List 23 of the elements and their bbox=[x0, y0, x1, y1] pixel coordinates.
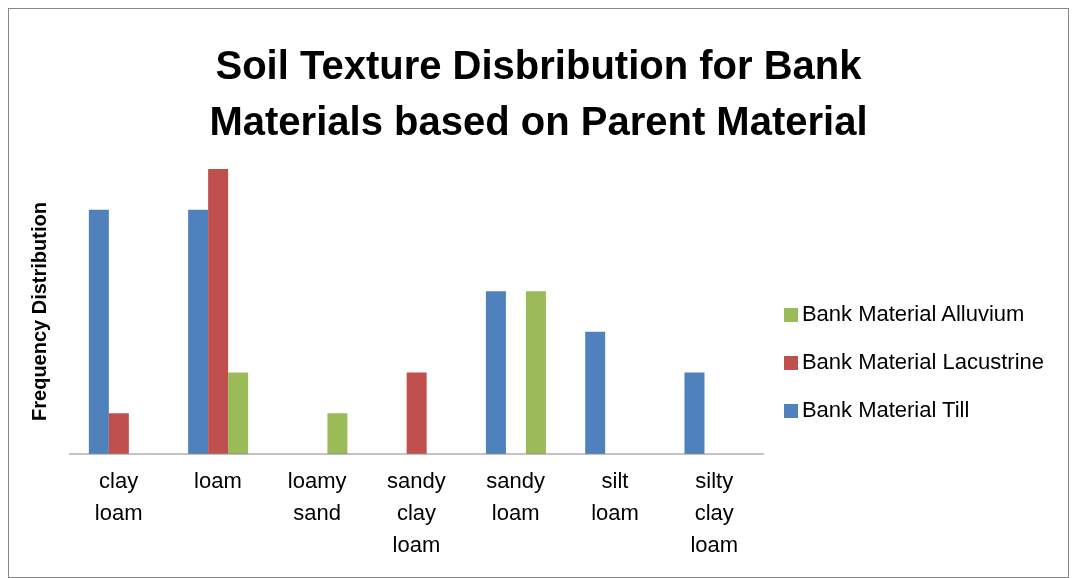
bar bbox=[88, 209, 109, 454]
bar bbox=[525, 291, 546, 454]
bar bbox=[208, 169, 229, 454]
bar bbox=[485, 291, 506, 454]
chart-title: Soil Texture Disbribution for Bank Materials based on Parent Material bbox=[208, 42, 869, 145]
y-axis-title: Frequency Distribution bbox=[28, 202, 51, 421]
x-tick-label: silt loam bbox=[591, 468, 639, 525]
legend-label: Bank Material Till bbox=[801, 396, 970, 422]
x-tick-label: loam bbox=[194, 468, 242, 493]
bar bbox=[327, 413, 348, 454]
bar bbox=[585, 331, 606, 454]
x-tick-label: loamy sand bbox=[287, 468, 347, 525]
bar bbox=[684, 372, 705, 454]
bar bbox=[188, 209, 209, 454]
bar bbox=[406, 372, 427, 454]
x-tick-label: sandy clay loam bbox=[387, 468, 446, 557]
x-tick-label: clay loam bbox=[94, 468, 143, 525]
bar bbox=[228, 372, 249, 454]
x-tick-label: sandy loam bbox=[486, 468, 546, 525]
legend-label: Bank Material Lacustrine bbox=[801, 348, 1044, 374]
x-tick-label: silty clay loam bbox=[690, 468, 739, 557]
legend-label: Bank Material Alluvium bbox=[801, 300, 1025, 326]
bar bbox=[108, 413, 129, 454]
